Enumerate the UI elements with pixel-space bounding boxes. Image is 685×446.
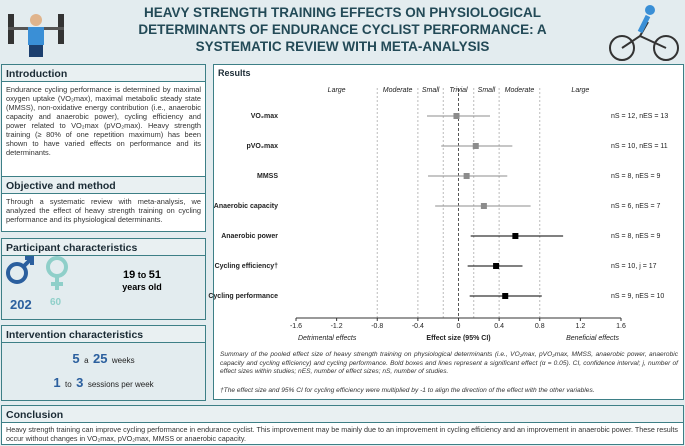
conclusion-text: Heavy strength training can improve cycl… — [6, 425, 678, 443]
n-label: nS = 10, j = 17 — [611, 263, 657, 270]
effect-box — [463, 173, 470, 179]
n-label: nS = 8, nES = 9 — [611, 233, 661, 240]
caption: Summary of the pooled effect size of hea… — [220, 351, 678, 375]
intervention-panel: Intervention characteristics 5 a 25 week… — [1, 325, 206, 401]
band-label: Large — [328, 87, 346, 94]
x-axis-label: Effect size (95% CI) — [426, 335, 490, 342]
heading: Results — [214, 65, 683, 82]
n-label: nS = 8, nES = 9 — [611, 173, 661, 180]
weeks: 5 a 25 weeks — [2, 350, 205, 368]
x-tick-label: -0.4 — [412, 323, 424, 330]
female-symbol — [46, 256, 68, 290]
band-label: Moderate — [383, 87, 413, 94]
x-tick-label: 1.6 — [616, 323, 626, 330]
heading: Conclusion — [2, 406, 683, 423]
heading: Participant characteristics — [2, 239, 205, 256]
title: HEAVY STRENGTH TRAINING EFFECTS ON PHYSI… — [138, 5, 547, 54]
intro-panel: Introduction Endurance cycling performan… — [1, 64, 206, 182]
category-label: MMSS — [257, 173, 278, 180]
lifter-icon — [8, 14, 64, 57]
effect-box — [493, 263, 500, 269]
left-note: Detrimental effects — [298, 335, 357, 342]
band-label: Small — [422, 87, 440, 94]
weeks-unit: weeks — [111, 356, 135, 365]
sessions-unit: sessions per week — [87, 380, 154, 389]
band-label: Large — [571, 87, 589, 94]
n-label: nS = 6, nES = 7 — [611, 203, 661, 210]
x-tick-label: 0.4 — [494, 323, 504, 330]
x-tick-label: 1.2 — [576, 323, 586, 330]
objective-text: Through a systematic review with meta-an… — [6, 197, 201, 224]
x-tick-label: 0 — [457, 323, 461, 330]
weeks-sep: a — [84, 356, 89, 365]
effect-box — [502, 293, 509, 299]
effect-box — [472, 143, 479, 149]
x-tick-label: -1.2 — [331, 323, 343, 330]
heading: Objective and method — [2, 177, 205, 194]
weeks-max: 25 — [92, 351, 108, 366]
heading: Introduction — [2, 65, 205, 82]
band-label: Trivial — [449, 87, 468, 94]
band-label: Moderate — [505, 87, 535, 94]
n-label: nS = 10, nES = 11 — [611, 143, 668, 150]
x-tick-label: 0.8 — [535, 323, 545, 330]
age-sep: to — [137, 270, 147, 280]
effect-box — [480, 203, 487, 209]
weeks-min: 5 — [72, 351, 80, 366]
category-label: VO₂max — [251, 113, 278, 120]
sessions: 1 to 3 sessions per week — [2, 374, 205, 392]
effect-box — [453, 113, 460, 119]
x-tick-label: -1.6 — [290, 323, 302, 330]
n-label: nS = 12, nES = 13 — [611, 113, 668, 120]
age: 19 to 51 years old — [102, 269, 182, 293]
category-label: Anaerobic capacity — [214, 203, 278, 210]
participant-panel: Participant characteristics 202 60 19 to… — [1, 238, 206, 320]
cyclist-icon — [609, 5, 679, 61]
x-tick-label: -0.8 — [371, 323, 383, 330]
sessions-sep: to — [65, 380, 72, 389]
intro-text: Endurance cycling performance is determi… — [6, 85, 201, 157]
objective-panel: Objective and method Through a systemati… — [1, 176, 206, 232]
age-min: 19 — [122, 269, 136, 281]
male-symbol — [6, 256, 34, 284]
right-note: Beneficial effects — [566, 335, 619, 342]
conclusion-panel: Conclusion Heavy strength training can i… — [1, 405, 684, 445]
effect-box — [512, 233, 519, 239]
footnote: †The effect size and 95% CI for cycling … — [220, 387, 595, 394]
age-max: 51 — [148, 269, 162, 281]
female-count: 60 — [50, 297, 62, 308]
n-label: nS = 9, nES = 10 — [611, 293, 664, 300]
band-label: Small — [478, 87, 496, 94]
male-count: 202 — [10, 297, 32, 312]
heading: Intervention characteristics — [2, 326, 205, 343]
results-panel: Results Summary of the pooled effect siz… — [213, 64, 684, 400]
age-unit: years old — [122, 282, 162, 292]
category-label: pVO₂max — [246, 143, 278, 150]
sessions-min: 1 — [53, 375, 61, 390]
category-label: Cycling efficiency† — [215, 263, 279, 270]
sessions-max: 3 — [76, 375, 84, 390]
category-label: Anaerobic power — [221, 233, 278, 240]
category-label: Cycling performance — [208, 293, 278, 300]
